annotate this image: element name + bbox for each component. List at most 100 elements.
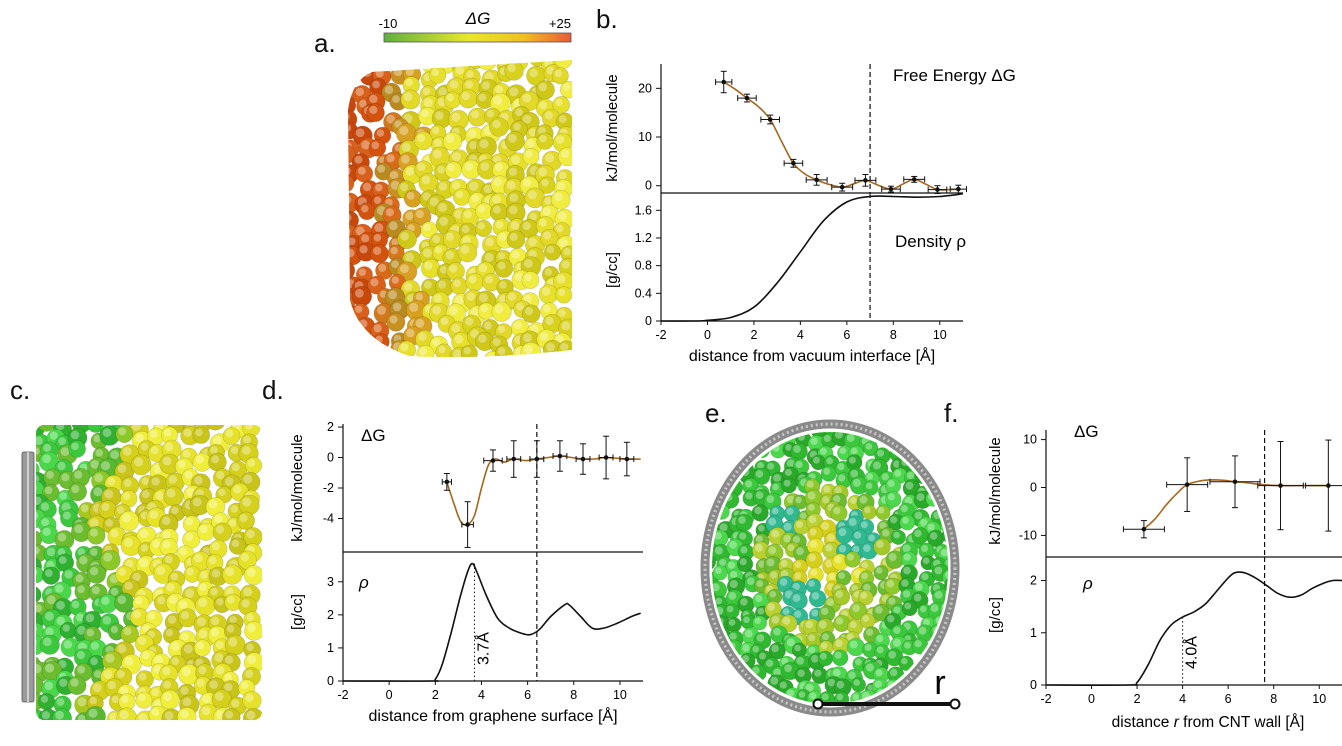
mol-e-highlight bbox=[903, 566, 911, 575]
mol-a-highlight bbox=[468, 129, 477, 138]
data-point bbox=[783, 158, 804, 168]
mol-c-highlight bbox=[124, 538, 133, 548]
mol-a-highlight bbox=[512, 60, 521, 64]
mol-a-highlight bbox=[355, 305, 363, 313]
mol-a-highlight bbox=[435, 111, 444, 120]
mol-e-highlight bbox=[833, 506, 841, 515]
data-point bbox=[927, 185, 948, 194]
mol-c-highlight bbox=[225, 587, 234, 596]
mol-a-highlight bbox=[392, 302, 402, 312]
mol-a-highlight bbox=[453, 349, 463, 358]
mol-c-highlight bbox=[40, 415, 49, 424]
mol-a-highlight bbox=[432, 235, 441, 244]
mol-e-highlight bbox=[784, 664, 792, 673]
mol-c-highlight bbox=[163, 428, 172, 437]
mol-e-highlight bbox=[729, 540, 737, 549]
mol-e-highlight bbox=[861, 572, 868, 580]
mol-a-highlight bbox=[438, 345, 446, 354]
mol-e-highlight bbox=[838, 572, 845, 579]
x-tick-label: 6 bbox=[1225, 692, 1232, 706]
mol-a-highlight bbox=[526, 139, 535, 148]
mol-e-highlight bbox=[823, 467, 831, 475]
mol-e-highlight bbox=[771, 615, 780, 624]
mol-a-highlight bbox=[529, 68, 538, 78]
mol-a-highlight bbox=[376, 60, 386, 64]
mol-a-highlight bbox=[508, 134, 517, 143]
mol-a-sphere bbox=[552, 96, 571, 114]
mol-e-highlight bbox=[921, 573, 929, 581]
mol-e-highlight bbox=[715, 567, 722, 574]
mol-c-highlight bbox=[59, 492, 67, 500]
mol-c-highlight bbox=[211, 455, 220, 464]
axes: 0 10 20 bbox=[638, 64, 963, 194]
mol-c-highlight bbox=[77, 714, 86, 720]
mol-c-highlight bbox=[231, 699, 240, 708]
mol-a-highlight bbox=[433, 294, 443, 303]
mol-e-sphere bbox=[768, 642, 786, 660]
mol-c-highlight bbox=[36, 664, 42, 674]
mol-e-highlight bbox=[714, 432, 722, 441]
mol-e-highlight bbox=[768, 546, 777, 555]
mol-c-highlight bbox=[85, 613, 95, 623]
mol-a-highlight bbox=[495, 220, 504, 229]
mol-c-highlight bbox=[89, 528, 98, 537]
mol-e-highlight bbox=[887, 615, 895, 623]
mol-a-highlight bbox=[538, 218, 547, 227]
mol-e-highlight bbox=[743, 432, 751, 438]
mol-c-highlight bbox=[199, 583, 207, 591]
mol-e-highlight bbox=[904, 602, 912, 610]
mol-c-highlight bbox=[192, 497, 202, 507]
mol-e-highlight bbox=[905, 481, 914, 490]
mol-e-highlight bbox=[922, 445, 930, 452]
mol-e-highlight bbox=[941, 456, 948, 464]
mol-c-sphere bbox=[192, 426, 210, 444]
mol-c-highlight bbox=[70, 430, 80, 440]
mol-a-highlight bbox=[393, 67, 403, 77]
mol-e-highlight bbox=[863, 544, 871, 552]
mol-e-highlight bbox=[712, 437, 714, 445]
mol-e-sphere bbox=[875, 504, 891, 521]
mol-a-highlight bbox=[515, 108, 523, 117]
mol-a-highlight bbox=[445, 250, 455, 260]
mol-c-highlight bbox=[200, 571, 208, 579]
chart-annotation: ρ bbox=[1082, 574, 1093, 593]
data-point bbox=[552, 440, 568, 472]
mol-c-highlight bbox=[77, 697, 87, 707]
mol-e-highlight bbox=[770, 676, 779, 685]
mol-e-sphere bbox=[712, 565, 728, 581]
mol-c-highlight bbox=[36, 546, 40, 555]
mol-c-highlight bbox=[44, 486, 53, 495]
mol-e-highlight bbox=[707, 425, 714, 432]
mol-e-highlight bbox=[808, 580, 815, 587]
mol-e-highlight bbox=[893, 460, 901, 468]
mol-e-highlight bbox=[818, 620, 827, 629]
mol-a-highlight bbox=[492, 205, 501, 214]
mol-e-highlight bbox=[795, 460, 803, 469]
density-curve bbox=[342, 562, 641, 682]
mol-c-highlight bbox=[180, 709, 189, 719]
mol-a-sphere bbox=[550, 189, 571, 210]
data-point bbox=[760, 114, 780, 125]
mol-c-highlight bbox=[208, 499, 218, 509]
mol-a-highlight bbox=[373, 234, 382, 242]
mol-c-highlight bbox=[245, 669, 254, 679]
mol-e-highlight bbox=[820, 447, 827, 455]
mol-e-highlight bbox=[848, 456, 856, 464]
mol-e-sphere bbox=[712, 688, 718, 704]
mol-c-highlight bbox=[46, 471, 54, 479]
mol-c-highlight bbox=[215, 640, 224, 650]
mol-c-highlight bbox=[43, 443, 52, 452]
mol-c-highlight bbox=[156, 566, 166, 575]
mol-a-highlight bbox=[541, 179, 549, 187]
mol-e-highlight bbox=[780, 560, 788, 567]
mol-c-sphere bbox=[244, 621, 262, 641]
mol-c-highlight bbox=[57, 532, 67, 542]
mol-c-highlight bbox=[224, 477, 234, 486]
mol-a-highlight bbox=[440, 317, 449, 326]
mol-c-highlight bbox=[231, 539, 240, 548]
mol-a-highlight bbox=[377, 305, 386, 315]
mol-c-highlight bbox=[163, 680, 172, 689]
mol-e-highlight bbox=[813, 456, 820, 464]
mol-e-highlight bbox=[934, 566, 943, 575]
mol-c-sphere bbox=[67, 675, 87, 696]
